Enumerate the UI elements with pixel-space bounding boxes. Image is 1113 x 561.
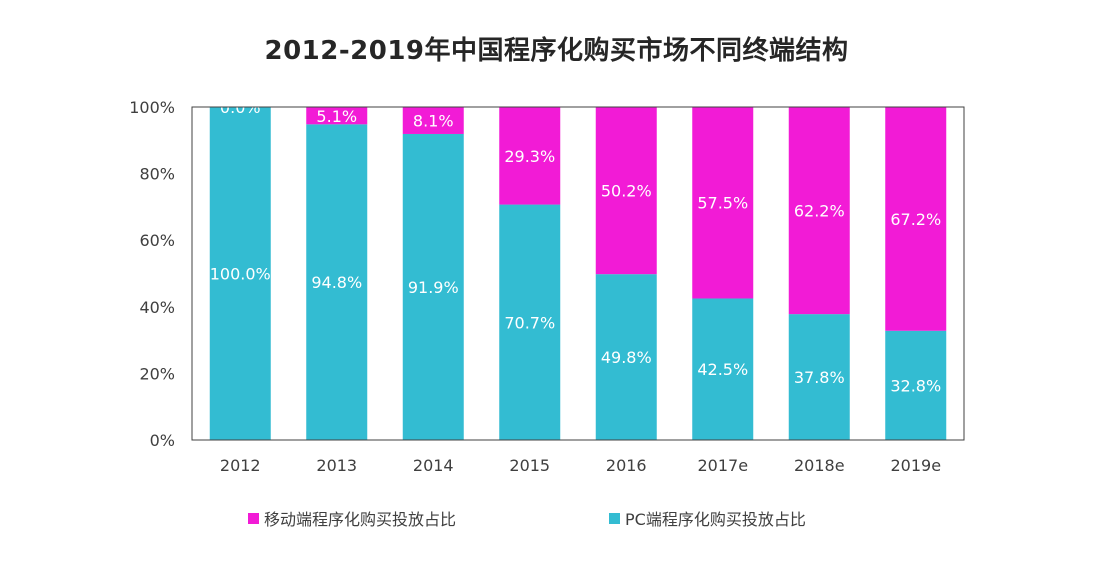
data-label-pc-2016: 49.8% bbox=[601, 348, 652, 367]
x-tick-2013: 2013 bbox=[316, 456, 357, 475]
x-tick-2014: 2014 bbox=[413, 456, 454, 475]
y-tick-0: 0% bbox=[150, 431, 175, 450]
y-tick-1: 20% bbox=[139, 364, 175, 383]
x-tick-2012: 2012 bbox=[220, 456, 261, 475]
bar-pc-2013 bbox=[306, 124, 368, 440]
bar-mobile-2019e bbox=[885, 107, 947, 331]
data-label-mobile-2017e: 57.5% bbox=[697, 194, 748, 213]
data-label-mobile-2019e: 67.2% bbox=[890, 210, 941, 229]
bar-pc-2012 bbox=[209, 107, 271, 440]
data-label-pc-2013: 94.8% bbox=[311, 273, 362, 292]
bar-pc-2014 bbox=[402, 133, 464, 440]
plot-frame bbox=[191, 106, 965, 441]
bar-mobile-2013 bbox=[306, 107, 368, 125]
data-label-mobile-2015: 29.3% bbox=[504, 147, 555, 166]
bar-mobile-2018e bbox=[788, 107, 850, 315]
bar-pc-2018e bbox=[788, 314, 850, 440]
data-label-pc-2012: 100.0% bbox=[210, 265, 271, 284]
legend-swatch-mobile bbox=[248, 512, 259, 524]
bar-mobile-2017e bbox=[692, 107, 754, 299]
legend-item-mobile: 移动端程序化购买投放占比 bbox=[248, 506, 456, 530]
data-label-mobile-2016: 50.2% bbox=[601, 182, 652, 201]
legend-swatch-pc bbox=[609, 512, 620, 524]
data-label-mobile-2014: 8.1% bbox=[413, 111, 454, 130]
x-tick-2019e: 2019e bbox=[890, 456, 941, 475]
bar-pc-2015 bbox=[499, 204, 561, 440]
data-label-mobile-2018e: 62.2% bbox=[794, 202, 845, 221]
bar-mobile-2015 bbox=[499, 107, 561, 205]
y-tick-4: 80% bbox=[139, 165, 175, 184]
bar-mobile-2016 bbox=[595, 107, 657, 275]
bar-mobile-2014 bbox=[402, 107, 464, 134]
y-tick-2: 40% bbox=[139, 298, 175, 317]
legend-item-pc: PC端程序化购买投放占比 bbox=[609, 506, 806, 530]
data-label-pc-2015: 70.7% bbox=[504, 313, 555, 332]
x-tick-2017e: 2017e bbox=[697, 456, 748, 475]
data-label-pc-2018e: 37.8% bbox=[794, 368, 845, 387]
bar-pc-2017e bbox=[692, 298, 754, 440]
y-tick-5: 100% bbox=[129, 98, 175, 117]
y-tick-3: 60% bbox=[139, 231, 175, 250]
bar-pc-2016 bbox=[595, 274, 657, 440]
chart-title: 2012-2019年中国程序化购买市场不同终端结构 bbox=[264, 36, 849, 66]
x-tick-2015: 2015 bbox=[509, 456, 550, 475]
legend-label-pc: PC端程序化购买投放占比 bbox=[625, 510, 806, 529]
data-label-mobile-2013: 5.1% bbox=[316, 107, 357, 126]
x-tick-2016: 2016 bbox=[606, 456, 647, 475]
bar-pc-2019e bbox=[885, 330, 947, 440]
data-label-pc-2017e: 42.5% bbox=[697, 360, 748, 379]
legend-label-mobile: 移动端程序化购买投放占比 bbox=[264, 510, 457, 529]
data-label-pc-2019e: 32.8% bbox=[890, 376, 941, 395]
x-tick-2018e: 2018e bbox=[794, 456, 845, 475]
data-label-pc-2014: 91.9% bbox=[408, 278, 459, 297]
